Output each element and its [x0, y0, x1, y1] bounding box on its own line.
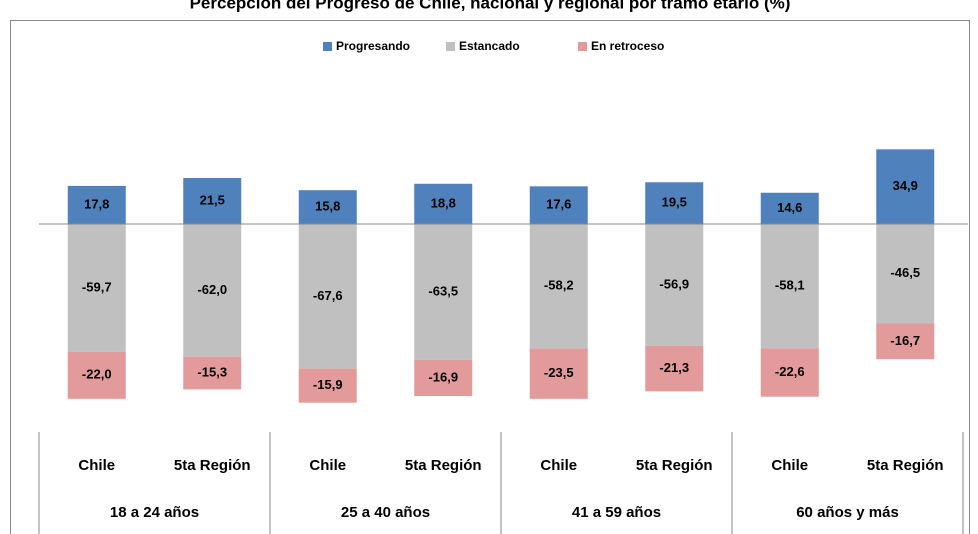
value-label: -58,2: [544, 278, 574, 293]
value-label: 21,5: [200, 192, 225, 207]
bar-segment: [67, 351, 126, 399]
group-label: 25 a 40 años: [341, 504, 430, 521]
x-tick-label: Chile: [309, 457, 346, 474]
bar-segment: [760, 224, 819, 349]
chart-title: Percepción del Progreso de Chile, nacion…: [190, 0, 791, 12]
value-label: -21,3: [659, 360, 689, 375]
bar-segment: [183, 356, 242, 390]
x-tick-label: 5ta Región: [867, 457, 944, 474]
bar-segment: [298, 224, 357, 369]
value-label: -15,9: [313, 377, 343, 392]
value-label: 17,6: [546, 197, 571, 212]
x-tick-label: 5ta Región: [636, 457, 713, 474]
value-label: 19,5: [662, 195, 687, 210]
value-label: 15,8: [315, 199, 340, 214]
x-tick-label: 5ta Región: [405, 457, 482, 474]
value-label: -46,5: [890, 265, 920, 280]
value-label: -56,9: [659, 276, 689, 291]
value-label: -63,5: [428, 283, 458, 298]
value-label: 17,8: [84, 196, 109, 211]
bar-segment: [183, 177, 242, 224]
x-tick-label: 5ta Región: [174, 457, 251, 474]
value-label: -16,7: [890, 333, 920, 348]
bar-segment: [529, 224, 588, 349]
legend-swatch: [578, 42, 587, 51]
value-label: -16,9: [428, 369, 458, 384]
value-label: -22,6: [775, 364, 805, 379]
legend-swatch: [323, 42, 332, 51]
bar-segment: [760, 192, 819, 224]
group-label: 60 años y más: [796, 504, 899, 521]
value-label: -22,0: [82, 367, 112, 382]
chart-frame: [10, 20, 970, 534]
bar-segment: [645, 224, 704, 346]
group-label: 18 a 24 años: [110, 504, 199, 521]
bar-segment: [645, 182, 704, 224]
bar-segment: [414, 359, 473, 397]
bar-segment: [529, 348, 588, 399]
value-label: -59,7: [82, 279, 112, 294]
bar-segment: [67, 224, 126, 352]
bar-segment: [414, 224, 473, 360]
value-label: -67,6: [313, 288, 343, 303]
legend-label: Progresando: [336, 39, 410, 53]
legend-label: En retroceso: [591, 39, 664, 53]
value-label: 18,8: [431, 195, 456, 210]
bar-segment: [645, 345, 704, 392]
x-tick-label: Chile: [540, 457, 577, 474]
bar-segment: [183, 224, 242, 357]
bar-segment: [876, 149, 935, 224]
value-label: -23,5: [544, 365, 574, 380]
legend-label: Estancado: [459, 39, 520, 53]
bar-segment: [414, 183, 473, 224]
value-label: -15,3: [197, 364, 227, 379]
group-label: 41 a 59 años: [572, 504, 661, 521]
x-tick-label: Chile: [771, 457, 808, 474]
bar-segment: [876, 224, 935, 324]
value-label: 34,9: [893, 178, 918, 193]
bar-segment: [876, 323, 935, 360]
value-label: -58,1: [775, 278, 805, 293]
bar-segment: [67, 185, 126, 224]
bar-segment: [298, 190, 357, 224]
x-tick-label: Chile: [78, 457, 115, 474]
value-label: -62,0: [197, 282, 227, 297]
bar-segment: [298, 368, 357, 403]
bar-segment: [760, 348, 819, 397]
value-label: 14,6: [777, 200, 802, 215]
bar-segment: [529, 186, 588, 224]
legend-swatch: [446, 42, 455, 51]
